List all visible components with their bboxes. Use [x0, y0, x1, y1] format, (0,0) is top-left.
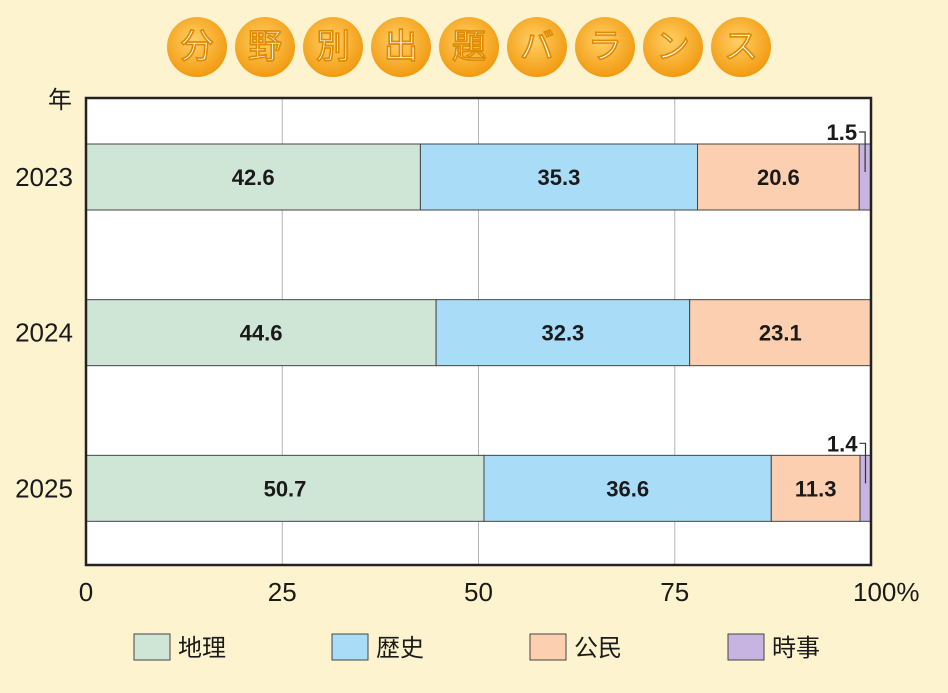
title-char: ラ: [588, 27, 622, 67]
title-char: 題: [452, 27, 486, 67]
legend-label: 時事: [772, 634, 820, 662]
title-character: 題: [439, 17, 499, 77]
data-label: 32.3: [541, 321, 584, 346]
category-tick-label: 2024: [15, 318, 73, 348]
legend-item: 歴史: [331, 633, 424, 662]
title-bubble: [371, 17, 431, 77]
leader-line: [859, 131, 866, 172]
title-bubble: [235, 17, 295, 77]
title-bubble: [575, 17, 635, 77]
x-tick-label: 25: [268, 577, 297, 607]
title-bubble: [643, 17, 703, 77]
x-tick-label: 50: [464, 577, 493, 607]
legend-label: 地理: [178, 634, 226, 662]
y-axis-label: 年: [48, 86, 72, 114]
plot-frame: [84, 96, 873, 567]
title-character: 野: [235, 17, 295, 77]
title-bubble: [303, 17, 363, 77]
category-tick-label: 2023: [15, 162, 73, 192]
title-char: ス: [724, 27, 758, 67]
data-label: 44.6: [240, 321, 283, 346]
title-character: ラ: [575, 17, 635, 77]
legend: 地理 歴史 公民 時事: [133, 633, 820, 662]
data-label: 11.3: [795, 476, 837, 501]
legend-item: 公民: [529, 633, 622, 662]
legend-label: 歴史: [376, 634, 424, 662]
title-bubble: [167, 17, 227, 77]
bar-segment: [689, 299, 872, 367]
title-char: 別: [316, 27, 350, 67]
leader-line: [859, 442, 867, 484]
legend-swatch: [133, 633, 171, 661]
legend-label: 公民: [574, 634, 622, 662]
title-char: 野: [248, 27, 282, 67]
data-label: 1.4: [827, 431, 858, 456]
bar-row: 44.6 32.3 23.1: [85, 299, 872, 367]
title-character: ン: [643, 17, 703, 77]
data-label: 36.6: [606, 476, 649, 501]
title-bubble: [507, 17, 567, 77]
category-tick-label: 2025: [15, 473, 73, 503]
data-label: 23.1: [759, 321, 802, 346]
bar-segment: [419, 143, 699, 211]
title-char: バ: [520, 27, 554, 67]
bar-segment: [483, 454, 772, 522]
bar-segment: [697, 143, 860, 211]
title-character: 分: [167, 17, 227, 77]
x-tick-label: 0: [79, 577, 93, 607]
data-label: 50.7: [264, 476, 307, 501]
legend-swatch: [529, 633, 567, 661]
legend-item: 地理: [133, 633, 226, 662]
title-character: 出: [371, 17, 431, 77]
x-tick-label: 100%: [853, 577, 920, 607]
bar-row: 42.6 35.3 20.6 1.5: [85, 120, 872, 211]
title-character: ス: [711, 17, 771, 77]
bar-segment: [85, 299, 437, 367]
title-character: 別: [303, 17, 363, 77]
data-label: 35.3: [538, 165, 581, 190]
bar-segment: [85, 454, 485, 522]
title-char: ン: [656, 27, 690, 67]
data-label: 20.6: [757, 165, 800, 190]
chart-title: 分野別出題バランス: [167, 17, 771, 77]
title-bubble: [439, 17, 499, 77]
bar-segment: [435, 299, 691, 367]
plot-area: 42.6 35.3 20.6 1.5 2023 44.6 32.3 23.1 2024 50.7 3…: [15, 96, 920, 607]
legend-swatch: [727, 633, 765, 661]
title-character: バ: [507, 17, 567, 77]
bar-segment: [770, 454, 861, 522]
data-label: 1.5: [827, 120, 858, 145]
legend-item: 時事: [727, 633, 820, 662]
legend-swatch: [331, 633, 369, 661]
title-char: 分: [180, 27, 214, 67]
data-label: 42.6: [232, 165, 275, 190]
x-tick-label: 75: [660, 577, 689, 607]
bar-row: 50.7 36.6 11.3 1.4: [85, 431, 872, 522]
title-char: 出: [384, 27, 418, 67]
title-bubble: [711, 17, 771, 77]
